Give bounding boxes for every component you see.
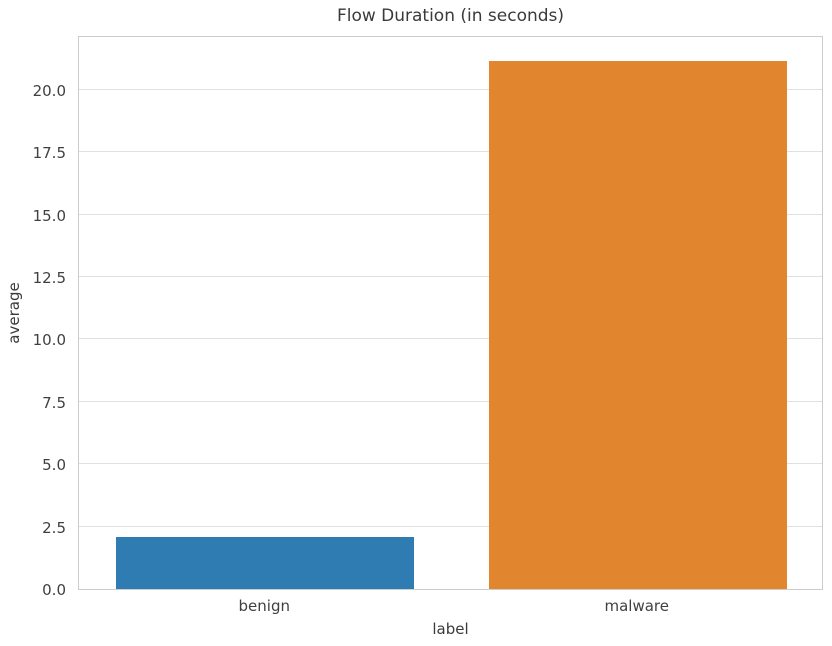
- plot-area: [78, 36, 823, 590]
- x-tick-label: benign: [238, 597, 290, 615]
- gridline: [79, 463, 822, 465]
- bar-malware: [488, 60, 787, 589]
- chart-title: Flow Duration (in seconds): [336, 6, 565, 26]
- gridline: [79, 213, 822, 215]
- x-tick-label: malware: [604, 597, 670, 615]
- y-tick-label: 12.5: [32, 269, 66, 288]
- y-tick-label: 5.0: [42, 456, 66, 475]
- y-tick-label: 2.5: [42, 518, 66, 537]
- y-tick-label: 17.5: [32, 144, 66, 163]
- y-tick-label: 10.0: [32, 331, 66, 350]
- gridline: [79, 525, 822, 527]
- y-tick-label: 0.0: [42, 581, 66, 599]
- bar-benign: [116, 537, 415, 589]
- gridline: [79, 276, 822, 278]
- gridline: [79, 151, 822, 153]
- gridline: [79, 338, 822, 340]
- gridline: [79, 400, 822, 402]
- gridline: [79, 88, 822, 90]
- y-tick-label: 20.0: [32, 81, 66, 100]
- y-tick-label: 7.5: [42, 393, 66, 412]
- x-axis-label: label: [432, 620, 469, 638]
- y-tick-label: 15.0: [32, 206, 66, 225]
